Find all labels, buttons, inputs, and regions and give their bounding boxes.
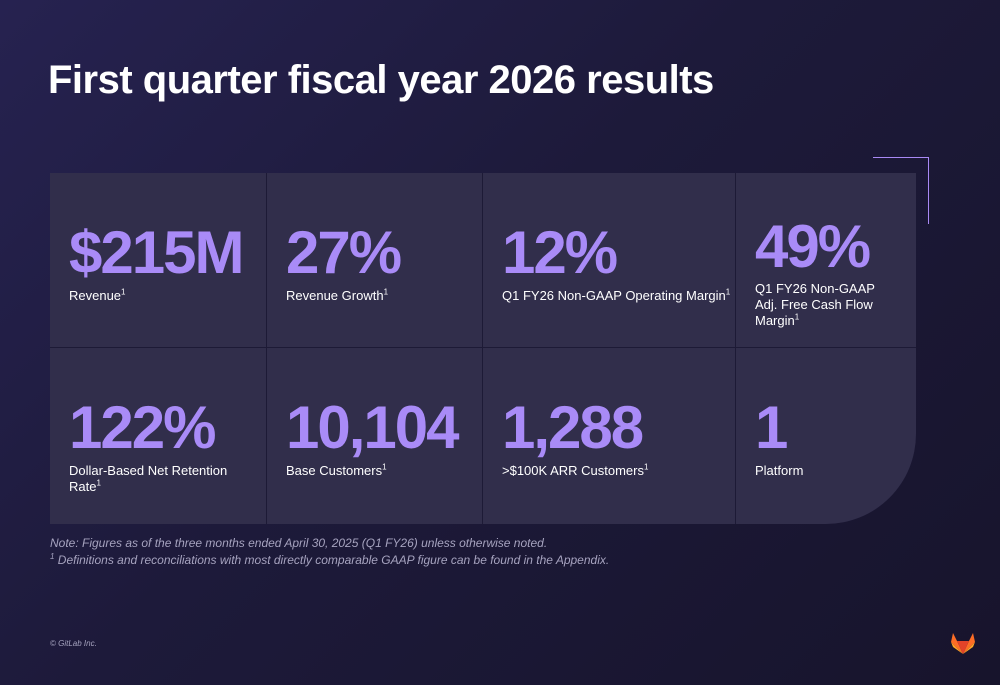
stat-card-operating-margin: 12% Q1 FY26 Non-GAAP Operating Margin1 bbox=[483, 173, 736, 348]
corner-accent-line bbox=[873, 157, 929, 224]
stat-label: Base Customers1 bbox=[286, 462, 387, 478]
stat-value: $215M bbox=[69, 219, 244, 286]
stat-value: 27% bbox=[286, 219, 402, 286]
stat-label: Revenue1 bbox=[69, 287, 126, 303]
stat-value: 1,288 bbox=[502, 394, 644, 461]
stat-label: Q1 FY26 Non-GAAP Operating Margin1 bbox=[502, 287, 731, 303]
stats-grid: $215M Revenue1 27% Revenue Growth1 12% Q… bbox=[50, 173, 916, 524]
stat-label: >$100K ARR Customers1 bbox=[502, 462, 649, 478]
stat-card-revenue: $215M Revenue1 bbox=[50, 173, 267, 348]
stat-label: Platform bbox=[755, 463, 804, 478]
stat-value: 1 bbox=[755, 394, 788, 461]
footnote-marker: 1 bbox=[121, 287, 126, 297]
stat-value: 122% bbox=[69, 394, 216, 461]
stat-value: 12% bbox=[502, 219, 618, 286]
stat-card-revenue-growth: 27% Revenue Growth1 bbox=[267, 173, 483, 348]
stat-card-free-cash-flow-margin: 49% Q1 FY26 Non-GAAP Adj. Free Cash Flow… bbox=[736, 173, 916, 348]
footnote-marker: 1 bbox=[382, 462, 387, 472]
footnote-marker: 1 bbox=[383, 287, 389, 297]
footnote-marker: 1 bbox=[725, 287, 731, 297]
gitlab-fox-logo-icon bbox=[951, 633, 975, 654]
stat-value: 10,104 bbox=[286, 394, 460, 461]
stat-label: Revenue Growth1 bbox=[286, 287, 389, 303]
stat-label: Q1 FY26 Non-GAAP Adj. Free Cash Flow Mar… bbox=[755, 281, 875, 328]
stat-card-100k-arr-customers: 1,288 >$100K ARR Customers1 bbox=[483, 348, 736, 524]
footnote: Note: Figures as of the three months end… bbox=[50, 535, 609, 569]
stat-value: 49% bbox=[755, 213, 871, 280]
copyright: © GitLab Inc. bbox=[50, 639, 97, 648]
page-title: First quarter fiscal year 2026 results bbox=[48, 58, 714, 102]
footnote-line-2: 1 Definitions and reconciliations with m… bbox=[50, 552, 610, 568]
stat-label: Dollar-Based Net Retention Rate1 bbox=[69, 463, 228, 494]
footnote-marker: 1 bbox=[794, 312, 800, 322]
footnote-line-1: Note: Figures as of the three months end… bbox=[50, 536, 548, 550]
stat-card-base-customers: 10,104 Base Customers1 bbox=[267, 348, 483, 524]
stat-card-net-retention: 122% Dollar-Based Net Retention Rate1 bbox=[50, 348, 267, 524]
footnote-marker: 1 bbox=[96, 478, 101, 488]
stat-card-platform: 1 Platform bbox=[736, 348, 916, 524]
footnote-marker: 1 bbox=[643, 462, 649, 472]
